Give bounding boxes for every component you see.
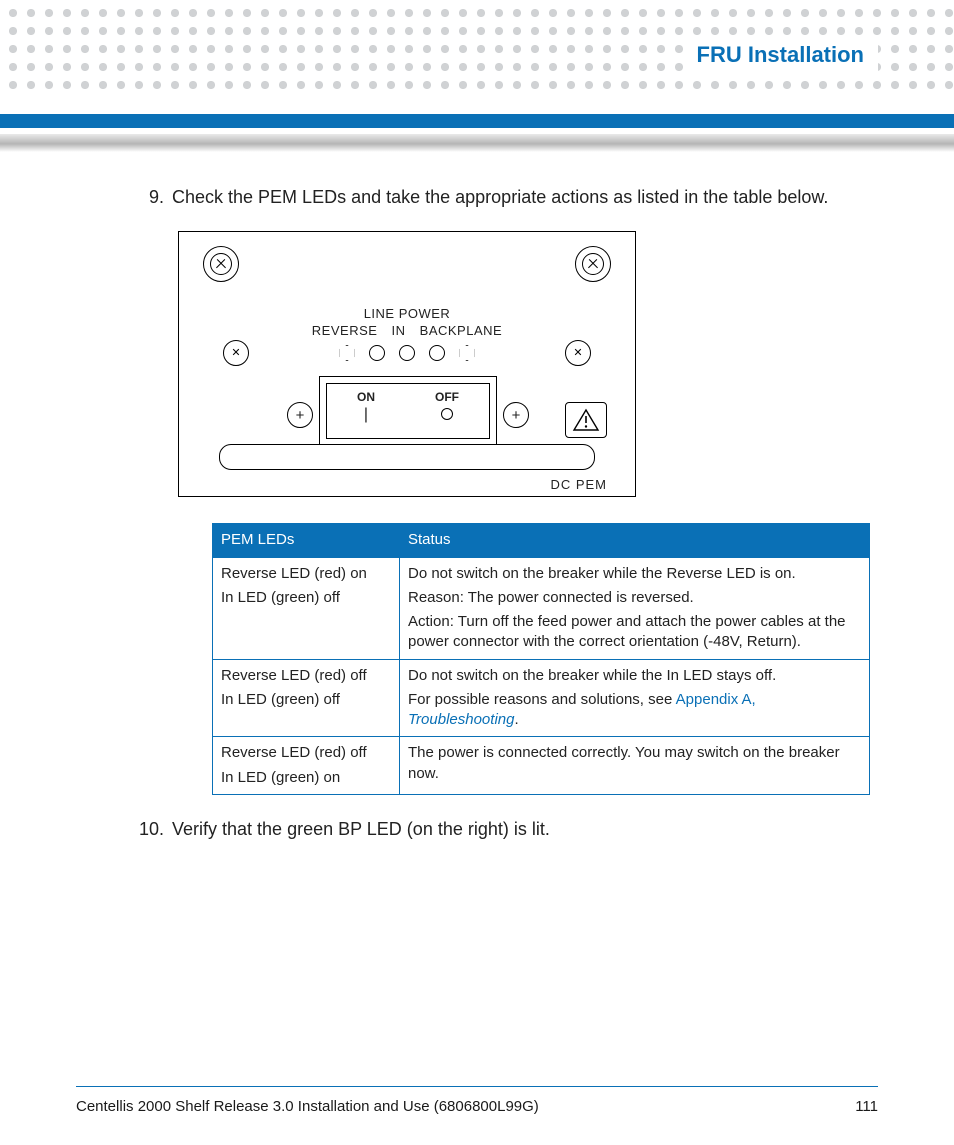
cell-text: In LED (green) off (221, 690, 391, 710)
cell-text: Action: Turn off the feed power and atta… (408, 612, 861, 653)
header-title-wrap: FRU Installation (683, 36, 878, 74)
table-row: Reverse LED (red) off In LED (green) off… (213, 659, 870, 737)
header-blue-bar (0, 114, 954, 128)
led-backplane-icon (429, 345, 445, 361)
switch-on-icon: | (357, 406, 375, 424)
breaker-switch: ON | OFF (319, 376, 497, 446)
step-9-text: Check the PEM LEDs and take the appropri… (172, 185, 872, 209)
step-10-text: Verify that the green BP LED (on the rig… (172, 817, 872, 841)
label-reverse-in-backplane: REVERSE IN BACKPLANE (179, 323, 635, 339)
screw-icon (203, 246, 239, 282)
standoff-icon (459, 345, 475, 361)
cell-text: In LED (green) off (221, 588, 391, 608)
cell-text: In LED (green) on (221, 768, 391, 788)
step-10-number: 10. (118, 817, 172, 841)
cell-text: Reverse LED (red) off (221, 666, 391, 686)
switch-on-label: ON (357, 390, 375, 404)
header-gradient-bar (0, 134, 954, 152)
step-9-number: 9. (134, 185, 172, 209)
table-row: Reverse LED (red) off In LED (green) on … (213, 737, 870, 795)
dc-pem-label: DC PEM (550, 477, 607, 492)
cell-text: The power is connected correctly. You ma… (408, 743, 861, 784)
table-header-pem-leds: PEM LEDs (213, 524, 400, 557)
pem-panel-figure: LINE POWER REVERSE IN BACKPLANE ON | OFF (178, 231, 636, 497)
switch-off-icon (441, 408, 453, 420)
standoff-icon (339, 345, 355, 361)
screw-icon (575, 246, 611, 282)
footer-doc-title: Centellis 2000 Shelf Release 3.0 Install… (76, 1098, 539, 1115)
footer-page-number: 111 (855, 1098, 878, 1115)
table-header-row: PEM LEDs Status (213, 524, 870, 557)
switch-on: ON | (357, 390, 375, 424)
connector-slot (219, 444, 595, 470)
warning-icon (565, 402, 607, 438)
header-title: FRU Installation (697, 42, 864, 67)
plus-screw-icon (503, 402, 529, 428)
switch-off: OFF (435, 390, 459, 423)
page-content: 9. Check the PEM LEDs and take the appro… (134, 185, 872, 863)
footer-divider (76, 1086, 878, 1087)
cell-text: Reverse LED (red) on (221, 564, 391, 584)
link-part1: Appendix A, (676, 691, 756, 708)
led-labels: LINE POWER REVERSE IN BACKPLANE (179, 306, 635, 339)
cell-text-post: . (514, 711, 518, 728)
pem-leds-table: PEM LEDs Status Reverse LED (red) on In … (212, 523, 870, 795)
led-in-icon (399, 345, 415, 361)
cell-text: Do not switch on the breaker while the I… (408, 666, 861, 686)
cell-text: Reverse LED (red) off (221, 743, 391, 763)
label-line-power: LINE POWER (179, 306, 635, 322)
cell-text-pre: For possible reasons and solutions, see (408, 691, 676, 708)
cell-text: For possible reasons and solutions, see … (408, 690, 861, 731)
link-part2: Troubleshooting (408, 711, 514, 728)
led-row (179, 344, 635, 362)
switch-off-label: OFF (435, 390, 459, 404)
plus-screw-icon (287, 402, 313, 428)
step-9: 9. Check the PEM LEDs and take the appro… (134, 185, 872, 209)
table-header-status: Status (400, 524, 870, 557)
step-10: 10. Verify that the green BP LED (on the… (118, 817, 872, 841)
table-row: Reverse LED (red) on In LED (green) off … (213, 557, 870, 659)
cell-text: Do not switch on the breaker while the R… (408, 564, 861, 584)
cell-text: Reason: The power connected is reversed. (408, 588, 861, 608)
page-footer: Centellis 2000 Shelf Release 3.0 Install… (76, 1098, 878, 1115)
led-reverse-icon (369, 345, 385, 361)
